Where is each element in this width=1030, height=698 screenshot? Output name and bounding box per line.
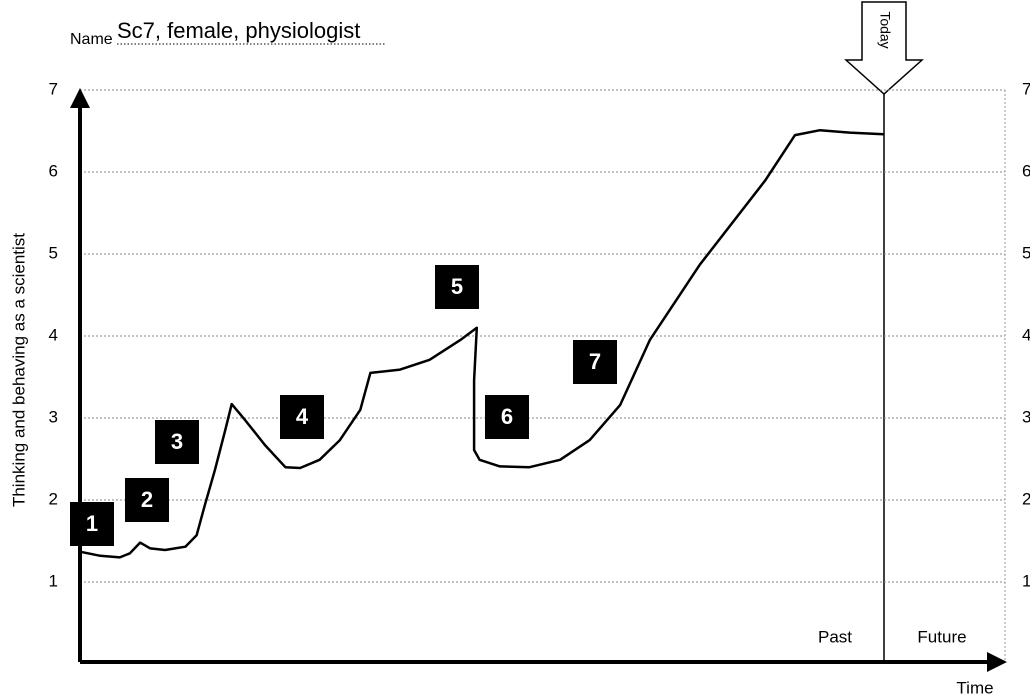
today-label: Today [877, 11, 893, 48]
annotation-box [435, 265, 479, 309]
y-tick-label-right: 5 [1022, 243, 1030, 262]
annotation-label: 5 [451, 274, 463, 299]
annotation-label: 3 [171, 429, 183, 454]
annotation-label: 4 [296, 404, 309, 429]
y-tick-label: 1 [49, 571, 58, 590]
past-label: Past [818, 627, 852, 646]
y-tick-label-right: 1 [1022, 571, 1030, 590]
annotation-box [125, 478, 169, 522]
annotation-label: 2 [141, 487, 153, 512]
annotation-label: 7 [589, 349, 601, 374]
annotation-box [155, 420, 199, 464]
y-tick-label: 5 [49, 243, 58, 262]
y-tick-label-right: 7 [1022, 79, 1030, 98]
y-tick-label: 6 [49, 161, 58, 180]
y-tick-label-right: 3 [1022, 407, 1030, 426]
curve [79, 128, 884, 559]
annotation-label: 6 [501, 404, 513, 429]
y-tick-label: 4 [49, 325, 58, 344]
y-tick-label: 2 [49, 489, 58, 508]
y-axis-label: Thinking and behaving as a scientist [9, 233, 28, 507]
y-tick-label-right: 4 [1022, 325, 1030, 344]
x-axis-label: Time [956, 678, 993, 697]
annotation-box [70, 502, 114, 546]
annotation-box [573, 340, 617, 384]
name-label: Name [70, 31, 113, 48]
annotation-label: 1 [86, 511, 98, 536]
annotation-box [485, 395, 529, 439]
y-tick-label: 3 [49, 407, 58, 426]
today-arrow [844, 1, 924, 96]
name: Sc7, female, physiologist [117, 18, 360, 43]
y-tick-label-right: 2 [1022, 489, 1030, 508]
y-tick-label: 7 [49, 79, 58, 98]
future-label: Future [917, 627, 966, 646]
annotation-box [280, 395, 324, 439]
y-tick-label-right: 6 [1022, 161, 1030, 180]
